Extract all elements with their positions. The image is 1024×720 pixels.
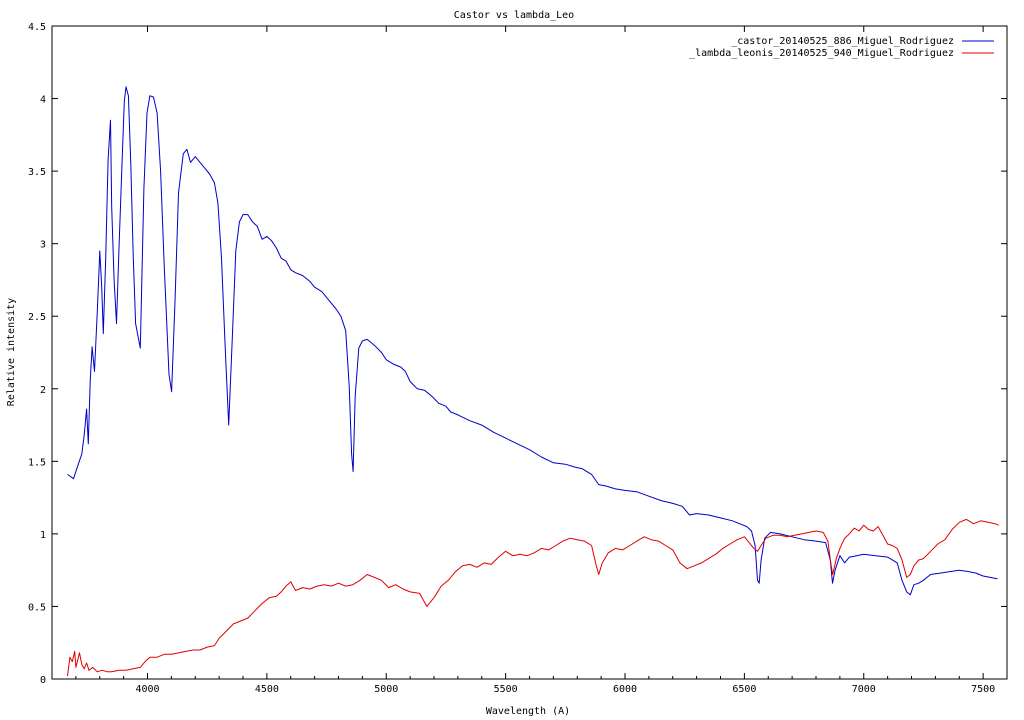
y-tick-label: 4.5 (28, 22, 46, 33)
series-line-1 (67, 518, 999, 677)
x-tick-label: 4500 (255, 684, 279, 695)
x-tick-label: 7000 (852, 684, 876, 695)
x-axis-label: Wavelength (A) (486, 706, 570, 717)
x-tick-label: 7500 (971, 684, 995, 695)
legend: _castor_20140525_886_Miguel_Rodriguez_la… (689, 36, 994, 59)
y-axis: 0 0.5 1 1.5 2 2.5 3 3.5 4 4.5 (28, 22, 1007, 686)
x-tick-label: 4000 (135, 684, 159, 695)
series-line-0 (67, 86, 998, 596)
legend-label-0: _castor_20140525_886_Miguel_Rodriguez (731, 36, 954, 47)
y-tick-label: 0 (40, 675, 46, 686)
x-axis: 4000 4500 5000 5500 6000 6500 7000 7500 (75, 26, 995, 695)
x-tick-label: 6500 (732, 684, 756, 695)
y-tick-label: 0.5 (28, 602, 46, 613)
y-axis-label: Relative intensity (6, 298, 17, 406)
y-tick-label: 4 (40, 95, 46, 106)
legend-label-1: _lambda_leonis_20140525_940_Miguel_Rodri… (689, 48, 954, 59)
y-tick-label: 2 (40, 385, 46, 396)
x-tick-label: 6000 (613, 684, 637, 695)
plot-series (67, 86, 999, 677)
y-tick-label: 3 (40, 240, 46, 251)
y-tick-label: 1 (40, 530, 46, 541)
chart-title: Castor vs lambda_Leo (454, 10, 574, 21)
x-tick-label: 5000 (374, 684, 398, 695)
y-tick-label: 1.5 (28, 457, 46, 468)
y-tick-label: 2.5 (28, 312, 46, 323)
x-tick-label: 5500 (494, 684, 518, 695)
y-tick-label: 3.5 (28, 167, 46, 178)
